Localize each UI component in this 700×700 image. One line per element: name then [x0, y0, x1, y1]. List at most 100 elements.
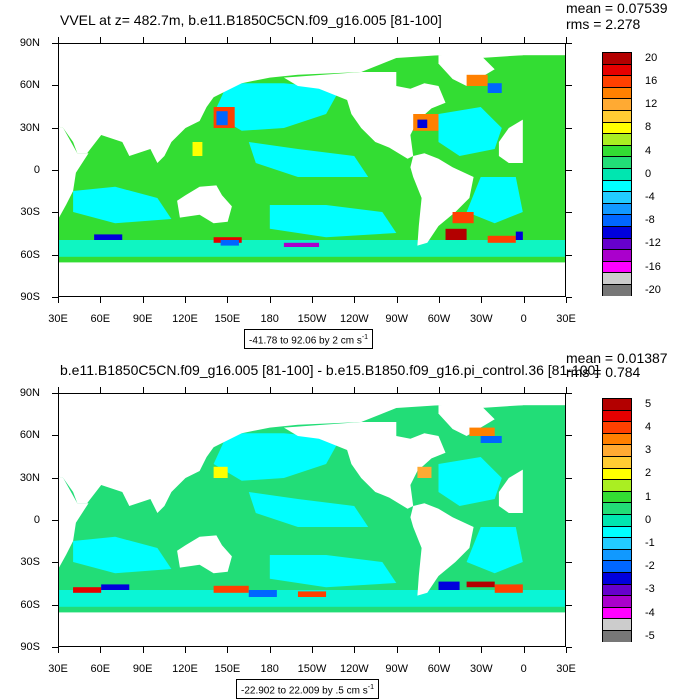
lon-tick-label: 90W	[385, 663, 408, 675]
south-atlantic-gyre	[466, 177, 523, 224]
north-pacific-gyre	[213, 83, 341, 131]
mean-value: mean = 0.01387	[566, 350, 668, 366]
lon-tick-mark	[354, 297, 356, 303]
colorbar-swatch	[603, 445, 631, 457]
colorbar-swatch	[603, 572, 631, 585]
lon-tick-mark	[58, 387, 59, 393]
colorbar-swatch	[603, 630, 631, 643]
current-streak	[213, 585, 249, 593]
lon-tick-mark	[58, 37, 59, 43]
north-america-landmass	[283, 422, 446, 509]
lon-tick-mark	[566, 647, 567, 653]
colorbar-label: 0	[645, 513, 652, 526]
panel-title: VVEL at z= 482.7m, b.e11.B1850C5CN.f09_g…	[60, 12, 442, 28]
lat-tick-mark	[52, 647, 58, 648]
colorbar-label: -4	[645, 606, 655, 619]
colorbar-swatch	[603, 514, 631, 527]
lat-tick-mark	[52, 85, 58, 87]
lon-tick-mark	[185, 37, 186, 43]
colorbar-label: 3	[645, 444, 652, 457]
current-streak	[213, 466, 228, 478]
lon-tick-mark	[100, 37, 102, 43]
lon-tick-label: 30E	[556, 663, 576, 675]
colorbar-swatch	[603, 261, 631, 274]
lat-tick-label: 30N	[19, 471, 40, 484]
lon-tick-label: 30W	[470, 313, 493, 325]
current-streak	[515, 231, 523, 240]
lon-tick-label: 60W	[427, 663, 451, 675]
colorbar-swatch	[603, 168, 631, 181]
colorbar-swatch	[603, 526, 631, 539]
colorbar-swatch	[603, 538, 631, 550]
range-label: -41.78 to 92.06 by 2 cm s-1	[244, 329, 374, 350]
rms-value: rms = 0.784	[566, 364, 641, 380]
lat-tick-mark	[566, 604, 572, 606]
lon-tick-mark	[523, 647, 525, 653]
colorbar-label: -8	[645, 214, 655, 227]
lon-tick-mark	[523, 297, 525, 303]
lon-tick-mark	[185, 647, 186, 653]
colorbar-label: 16	[645, 75, 658, 87]
south-america-landmass	[410, 153, 474, 246]
lat-tick-label: 90S	[20, 291, 40, 303]
colorbar-swatch	[603, 491, 631, 504]
lon-tick-mark	[227, 387, 229, 393]
south-america-landmass	[410, 503, 474, 596]
colorbar-swatch	[603, 122, 631, 135]
colorbar-label: -2	[645, 560, 655, 573]
lon-tick-mark	[100, 297, 102, 303]
antarctica-coast	[59, 615, 565, 646]
lon-tick-mark	[312, 387, 313, 393]
lon-tick-mark	[58, 647, 59, 653]
lat-tick-mark	[566, 297, 572, 298]
range-label: -22.902 to 22.009 by .5 cm s-1	[236, 679, 379, 700]
lon-tick-mark	[396, 647, 398, 653]
range-text: -22.902 to 22.009 by .5 cm s	[241, 685, 368, 697]
lon-tick-mark	[58, 297, 59, 303]
south-pacific-gyre	[269, 205, 397, 238]
lon-tick-mark	[269, 647, 271, 653]
colorbar-swatch	[603, 596, 631, 608]
current-streak	[438, 581, 460, 590]
lon-tick-mark	[269, 37, 271, 43]
colorbar-swatch	[603, 273, 631, 285]
lat-tick-mark	[52, 127, 58, 129]
colorbar-swatch	[603, 399, 631, 411]
current-streak	[417, 466, 432, 478]
current-streak	[480, 436, 502, 443]
lat-tick-mark	[566, 127, 572, 129]
lat-tick-mark	[566, 647, 572, 648]
lat-tick-mark	[566, 520, 572, 521]
greenland-landmass	[438, 55, 495, 86]
colorbar-swatch	[603, 87, 631, 100]
lon-tick-mark	[396, 297, 398, 303]
current-streak	[73, 587, 102, 593]
lon-tick-mark	[142, 37, 144, 43]
colorbar-label: -3	[645, 583, 655, 596]
south-atlantic-gyre	[466, 527, 523, 574]
lon-tick-mark	[354, 37, 356, 43]
lon-tick-label: 30E	[556, 313, 576, 325]
lon-tick-mark	[396, 37, 398, 43]
lon-tick-mark	[439, 387, 440, 393]
lon-tick-mark	[439, 297, 440, 303]
current-streak	[494, 584, 523, 593]
lat-tick-label: 30S	[20, 556, 40, 569]
lat-tick-label: 60N	[19, 429, 40, 442]
indian-ocean-gyre	[73, 536, 172, 574]
africa-west-landmass	[498, 469, 523, 513]
colorbar-label: -12	[645, 237, 661, 250]
colorbar-swatch	[603, 76, 631, 88]
australia-landmass	[177, 185, 232, 224]
current-streak	[220, 240, 239, 246]
lon-tick-label: 0	[520, 663, 527, 675]
colorbar-swatch	[603, 619, 631, 631]
africa-west-landmass	[498, 119, 523, 163]
current-streak	[466, 74, 488, 86]
australia-landmass	[177, 535, 232, 574]
lat-tick-mark	[52, 562, 58, 564]
southern-ocean-band	[59, 240, 565, 257]
colorbar-swatch	[603, 157, 631, 169]
colorbar	[602, 398, 632, 643]
current-streak	[466, 581, 495, 588]
